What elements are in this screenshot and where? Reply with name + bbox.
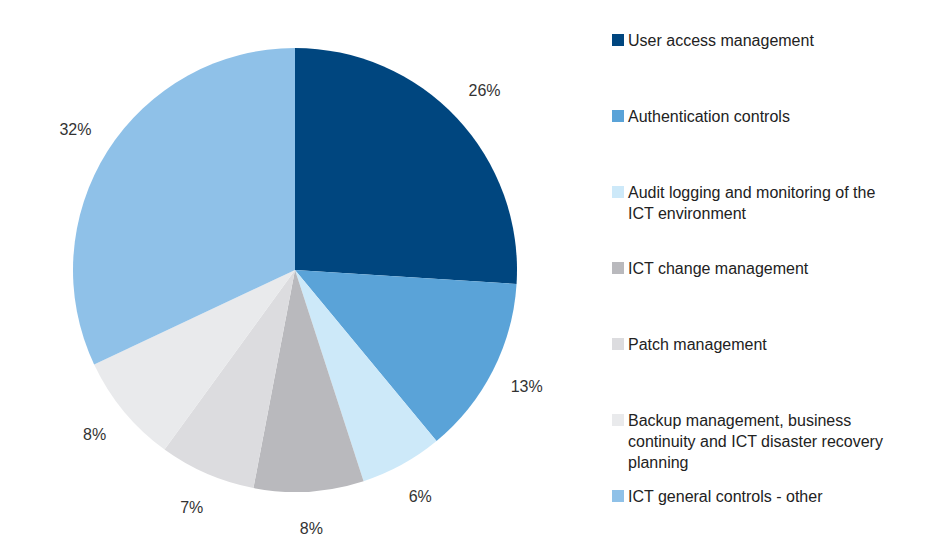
html-text:ICT change management: ICT change management [628, 260, 809, 277]
html-text:Backup management, business co: Backup management, business continuity a… [628, 412, 883, 471]
html-text:Audit logging and monitoring o: Audit logging and monitoring of the ICT … [628, 184, 876, 222]
html-text:Patch management: Patch management [628, 336, 767, 353]
svg-text:7%: 7% [180, 499, 203, 516]
svg-text:8%: 8% [300, 520, 323, 537]
html-text:Authentication controls: Authentication controls [628, 108, 790, 125]
svg-text:26%: 26% [469, 82, 501, 99]
svg-text:6%: 6% [409, 488, 432, 505]
html-text:User access management: User access management [628, 32, 814, 49]
html-text:ICT general controls - other: ICT general controls - other [628, 488, 823, 505]
svg-text:8%: 8% [83, 426, 106, 443]
svg-text:32%: 32% [59, 121, 91, 138]
svg-text:13%: 13% [511, 378, 543, 395]
